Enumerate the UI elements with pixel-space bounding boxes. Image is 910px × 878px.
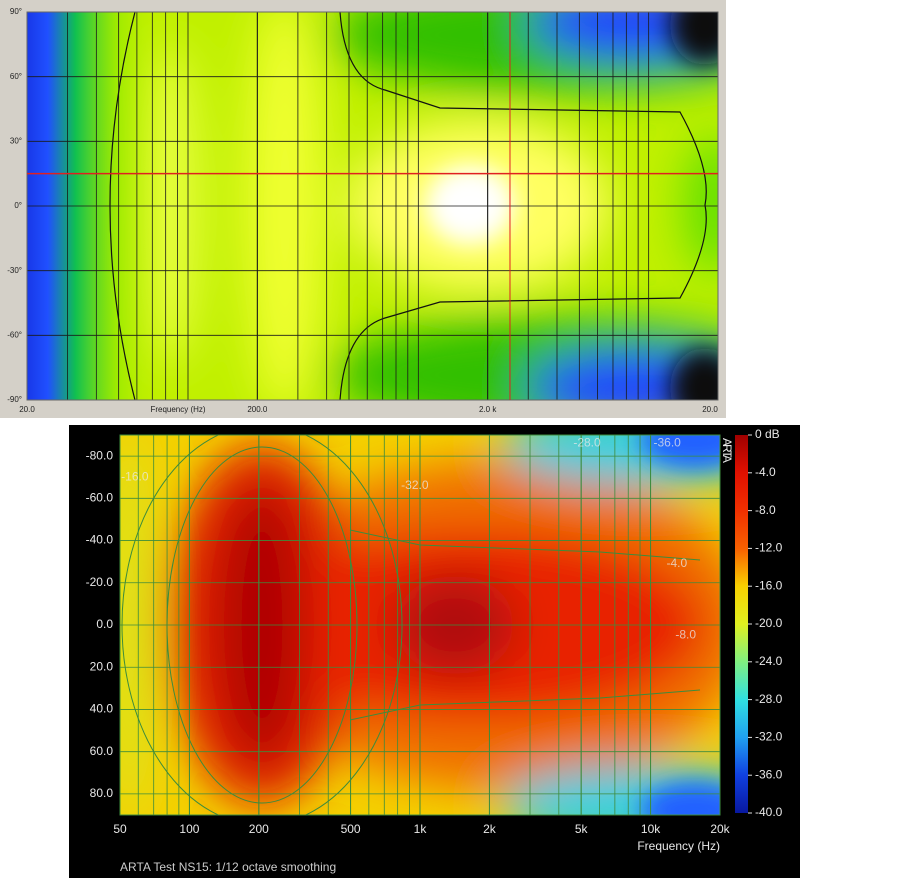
y-tick-label: -60.0 xyxy=(86,491,114,505)
grid xyxy=(27,12,718,400)
x-tick-label: 2k xyxy=(483,822,497,836)
colorbar-tick-label: -36.0 xyxy=(755,767,783,781)
contour-label: -36.0 xyxy=(653,436,681,450)
y-tick-label: 0° xyxy=(14,201,22,210)
colorbar-tick-label: -28.0 xyxy=(755,692,783,706)
y-tick-label: 20.0 xyxy=(90,659,114,673)
contour-label: -16.0 xyxy=(121,469,149,483)
x-axis-label: Frequency (Hz) xyxy=(637,839,720,853)
colorbar-tick-label: -4.0 xyxy=(755,465,776,479)
x-tick-label: 500 xyxy=(341,822,361,836)
colorbar-tick-label: -40.0 xyxy=(755,805,783,819)
y-tick-label: -80.0 xyxy=(86,448,114,462)
colorbar-tick-label: -8.0 xyxy=(755,503,776,517)
x-axis-label: Frequency (Hz) xyxy=(150,405,205,414)
colorbar-tick-label: -32.0 xyxy=(755,730,783,744)
colorbar-tick-label: -24.0 xyxy=(755,654,783,668)
y-tick-label: 30° xyxy=(10,136,22,145)
colorbar-label: ARTA xyxy=(720,438,734,463)
footer: ARTA Test NS15: 1/12 octave smoothing xyxy=(120,860,336,874)
x-tick-label: 5k xyxy=(575,822,589,836)
y-tick-label: -30° xyxy=(7,266,22,275)
contour-label: -4.0 xyxy=(667,556,688,570)
x-tick-label: 20.0 xyxy=(702,405,718,414)
x-tick-label: 100 xyxy=(179,822,199,836)
colorbar-tick-label: -12.0 xyxy=(755,541,783,555)
y-tick-label: -20.0 xyxy=(86,575,114,589)
colorbar xyxy=(735,435,748,813)
y-tick-label: 40.0 xyxy=(90,702,114,716)
colorbar-tick-label: 0 dB xyxy=(755,427,780,441)
y-tick-label: -40.0 xyxy=(86,533,114,547)
x-tick-label: 200 xyxy=(249,822,269,836)
y-tick-label: 60° xyxy=(10,72,22,81)
y-tick-label: 0.0 xyxy=(96,617,113,631)
y-tick-label: 60.0 xyxy=(90,744,114,758)
x-tick-label: 2.0 k xyxy=(479,405,497,414)
x-tick-label: 20k xyxy=(710,822,730,836)
x-tick-label: 1k xyxy=(414,822,428,836)
plot-border xyxy=(119,434,721,816)
y-tick-label: -60° xyxy=(7,330,22,339)
contour-label: -28.0 xyxy=(573,436,601,450)
y-tick-label: 90° xyxy=(10,7,22,16)
y-tick-label: 80.0 xyxy=(90,786,114,800)
colorbar-tick-label: -20.0 xyxy=(755,616,783,630)
colorbar-tick-label: -16.0 xyxy=(755,578,783,592)
y-tick-label: -90° xyxy=(7,395,22,404)
x-tick-label: 200.0 xyxy=(247,405,268,414)
grid xyxy=(120,435,720,815)
contour-label: -32.0 xyxy=(401,478,429,492)
x-tick-label: 10k xyxy=(641,822,661,836)
x-tick-label: 20.0 xyxy=(19,405,35,414)
heatmap-field xyxy=(27,12,718,400)
contour-label: -8.0 xyxy=(675,628,696,642)
plot-border xyxy=(26,11,719,401)
x-tick-label: 50 xyxy=(113,822,127,836)
